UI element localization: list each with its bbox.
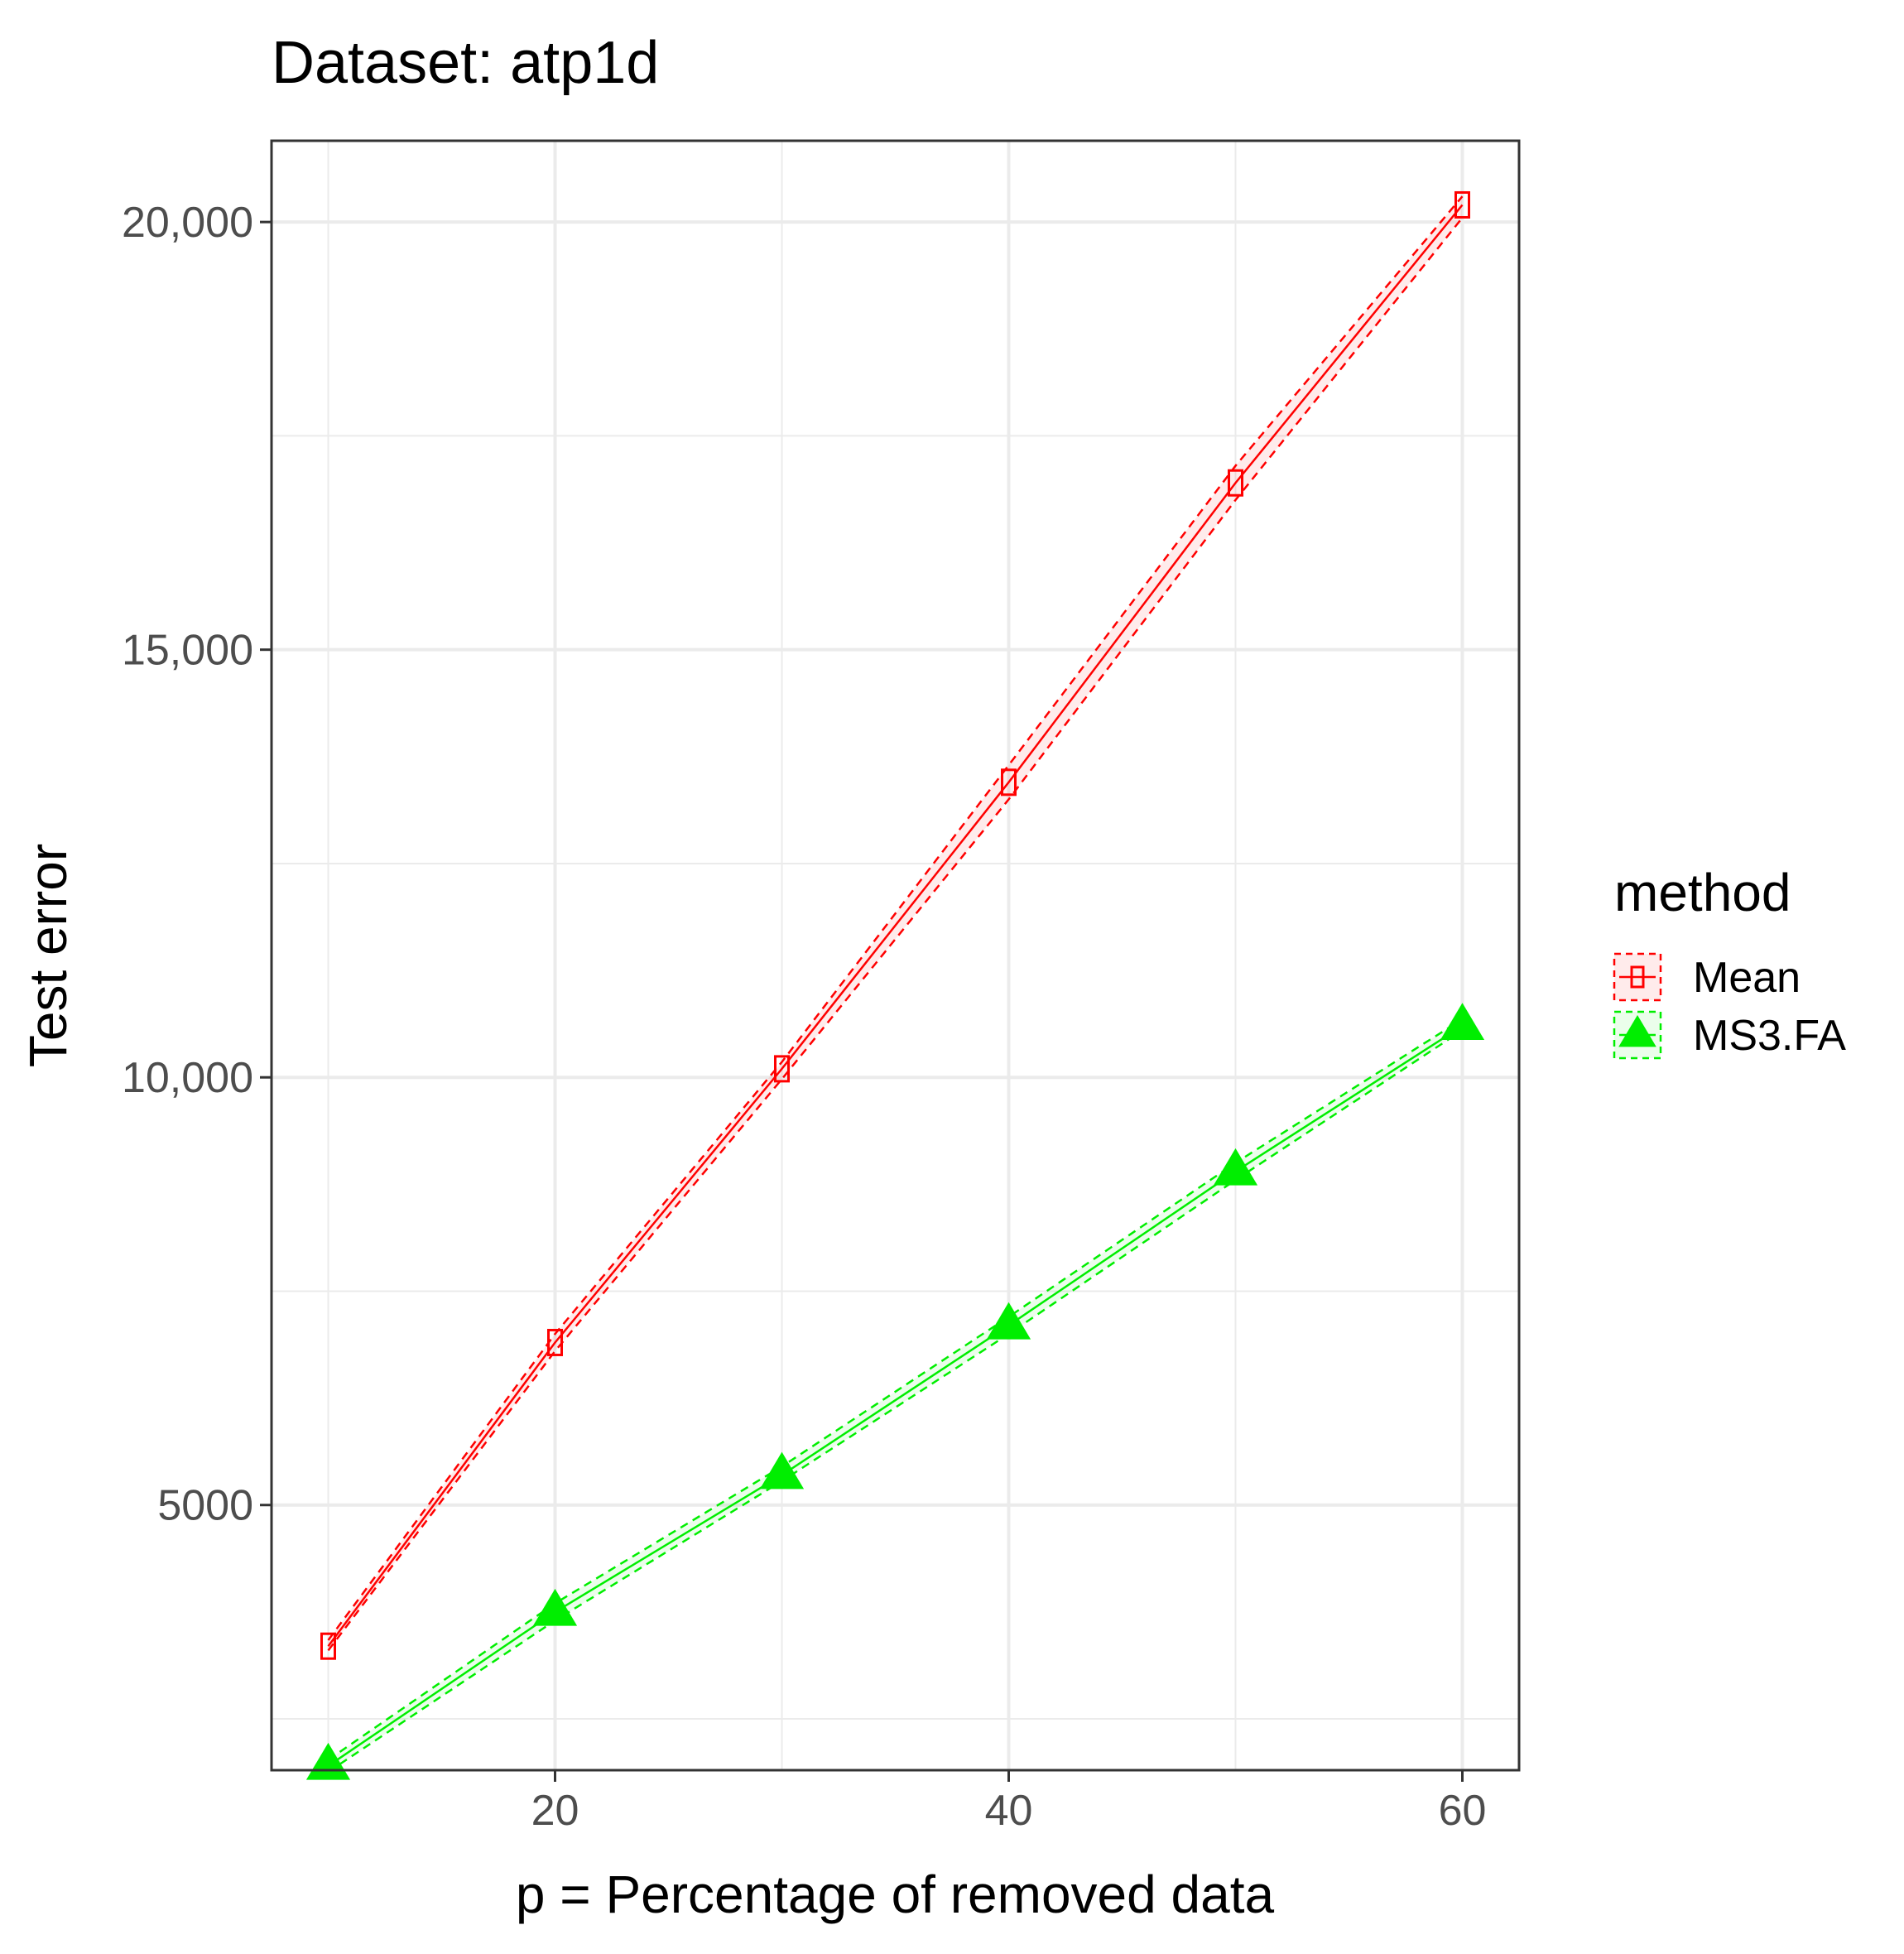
chart-title: Dataset: atp1d [272,30,659,96]
ribbon-MS3.FA [328,1018,1463,1773]
point-Mean [320,1632,336,1660]
grid-major [272,141,1519,1770]
y-axis-label: Test error [18,844,78,1067]
point-Mean [774,1055,790,1083]
legend-label-MS3.FA: MS3.FA [1693,1012,1846,1060]
series-lines [327,204,1464,1767]
legend-keys: Mean MS3.FA [1613,952,1846,1060]
legend-marker-MS3.FA [1618,1015,1656,1047]
confidence-ribbons [327,195,1464,1774]
ribbon-Mean [328,196,1463,1651]
y-tick-label: 5000 [157,1482,253,1530]
ribbon-lower-MS3.FA [327,1029,1464,1774]
legend: method Mean MS3.FA [1613,863,1846,1060]
point-Mean [547,1328,563,1356]
point-MS3.FA [986,1302,1031,1340]
ribbon-upper-MS3.FA [327,1018,1464,1761]
legend-label-Mean: Mean [1693,954,1801,1002]
grid-minor [272,141,1519,1770]
point-MS3.FA [1213,1148,1258,1186]
plot-border [270,139,1521,1772]
point-Mean [1454,190,1470,219]
x-axis-label: p = Percentage of removed data [516,1865,1275,1924]
point-Mean [1001,768,1017,797]
point-MS3.FA [532,1588,578,1626]
y-tick-label: 10,000 [122,1054,253,1102]
point-MS3.FA [1440,1003,1485,1041]
point-MS3.FA [759,1451,805,1490]
y-tick-label: 15,000 [122,627,253,675]
point-Mean [1228,469,1243,497]
x-tick-label: 40 [985,1787,1033,1835]
y-axis: 5000 10,000 15,000 20,000 [122,199,272,1530]
x-tick-label: 20 [531,1787,579,1835]
ribbon-lower-Mean [327,217,1464,1652]
ribbon-upper-Mean [327,195,1464,1641]
x-tick-label: 60 [1439,1787,1487,1835]
legend-title: method [1614,863,1791,922]
line-MS3.FA [327,1025,1464,1767]
y-tick-label: 20,000 [122,199,253,247]
plot-panel [272,141,1519,1770]
line-Mean [327,204,1464,1647]
x-axis: 20 40 60 [531,1770,1487,1835]
